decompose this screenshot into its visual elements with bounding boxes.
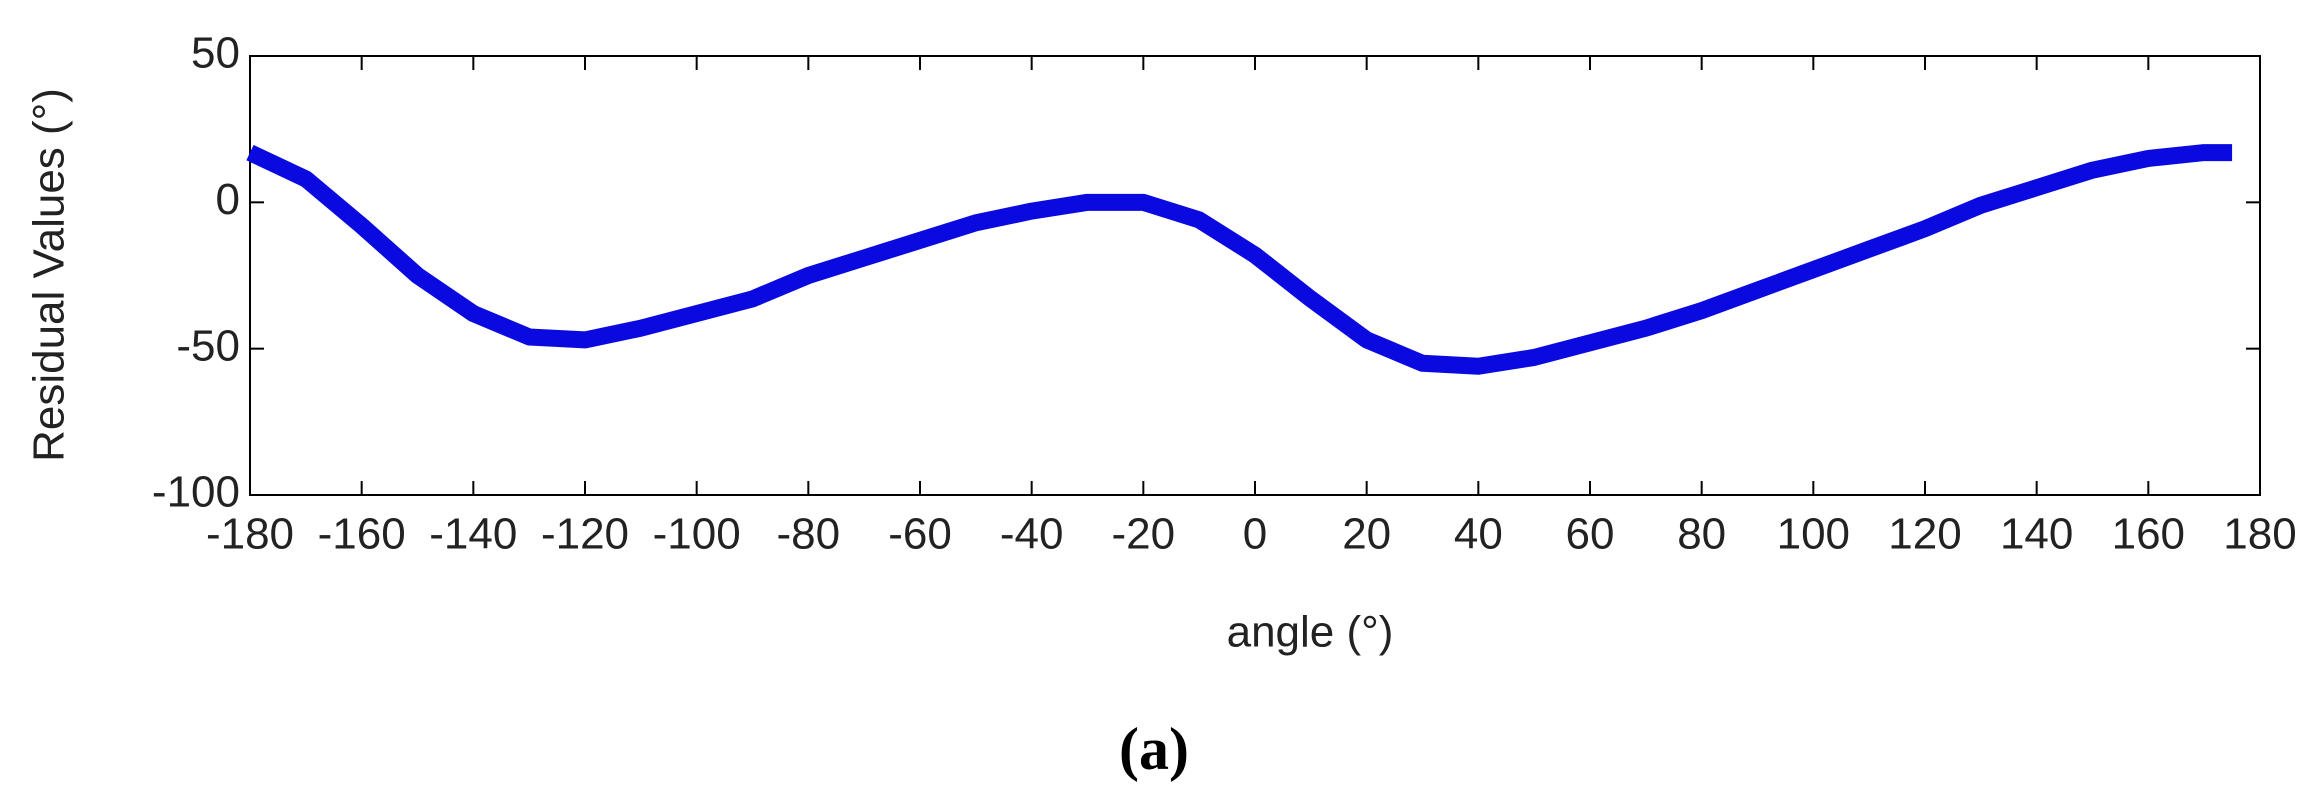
caption: (a) — [1119, 716, 1189, 782]
x-tick-label: 40 — [1454, 510, 1503, 559]
x-tick-label: -80 — [777, 510, 841, 559]
x-tick-label: 180 — [2223, 510, 2296, 559]
y-tick-label: -100 — [152, 468, 240, 517]
x-axis-label: angle (°) — [1227, 608, 1394, 657]
x-tick-label: -120 — [541, 510, 629, 559]
x-tick-label: -60 — [888, 510, 952, 559]
y-axis-label: Residual Values (°) — [25, 88, 74, 462]
plot-frame — [249, 55, 2261, 496]
x-tick-label: -180 — [206, 510, 294, 559]
x-tick-label: 60 — [1566, 510, 1615, 559]
x-tick-label: -160 — [318, 510, 406, 559]
x-tick-label: 0 — [1243, 510, 1267, 559]
x-tick-label: -40 — [1000, 510, 1064, 559]
x-tick-label: -20 — [1112, 510, 1176, 559]
x-tick-label: -100 — [653, 510, 741, 559]
x-tick-label: 80 — [1677, 510, 1726, 559]
x-tick-label: -140 — [429, 510, 517, 559]
y-tick-label: 0 — [216, 175, 240, 224]
x-tick-label: 120 — [1888, 510, 1961, 559]
y-tick-label: -50 — [176, 321, 240, 370]
x-tick-label: 140 — [2000, 510, 2073, 559]
x-tick-label: 160 — [2112, 510, 2185, 559]
y-tick-label: 50 — [191, 29, 240, 78]
data-line — [246, 144, 2233, 375]
x-tick-label: 20 — [1342, 510, 1391, 559]
x-tick-label: 100 — [1777, 510, 1850, 559]
